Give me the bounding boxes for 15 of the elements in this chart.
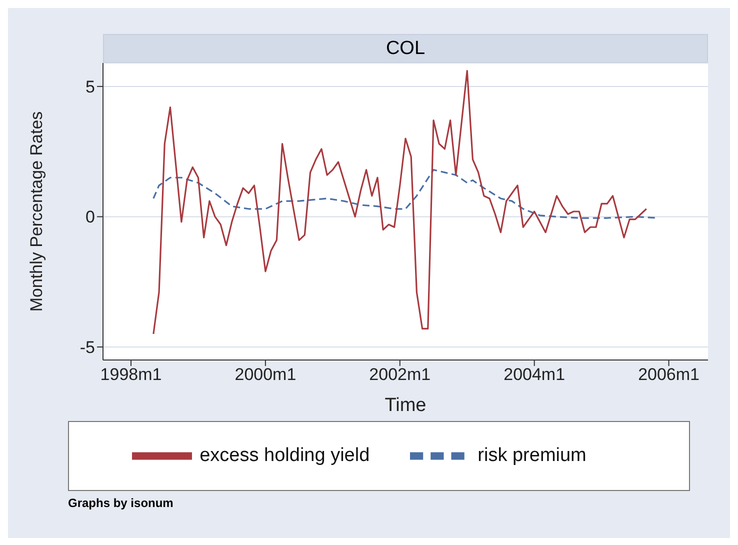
legend-label: risk premium <box>476 445 588 466</box>
x-tick-label: 2000m1 <box>234 365 296 384</box>
x-tick-label: 1998m1 <box>100 365 162 384</box>
y-tick-label: 0 <box>86 208 95 227</box>
line-series <box>152 70 648 335</box>
y-axis-title: Monthly Percentage Rates <box>27 111 46 312</box>
chart-title: COL <box>103 34 708 63</box>
x-tick-label: 2004m1 <box>504 365 566 384</box>
text: Graphs by isonum <box>68 496 174 510</box>
x-tick-label: 2006m1 <box>638 365 700 384</box>
y-tick-label: -5 <box>80 338 95 358</box>
x-tick-label: 2002m1 <box>369 365 431 384</box>
legend-label: excess holding yield <box>198 445 371 466</box>
x-axis-title: Time <box>384 395 426 416</box>
y-tick-label: 5 <box>86 77 95 96</box>
